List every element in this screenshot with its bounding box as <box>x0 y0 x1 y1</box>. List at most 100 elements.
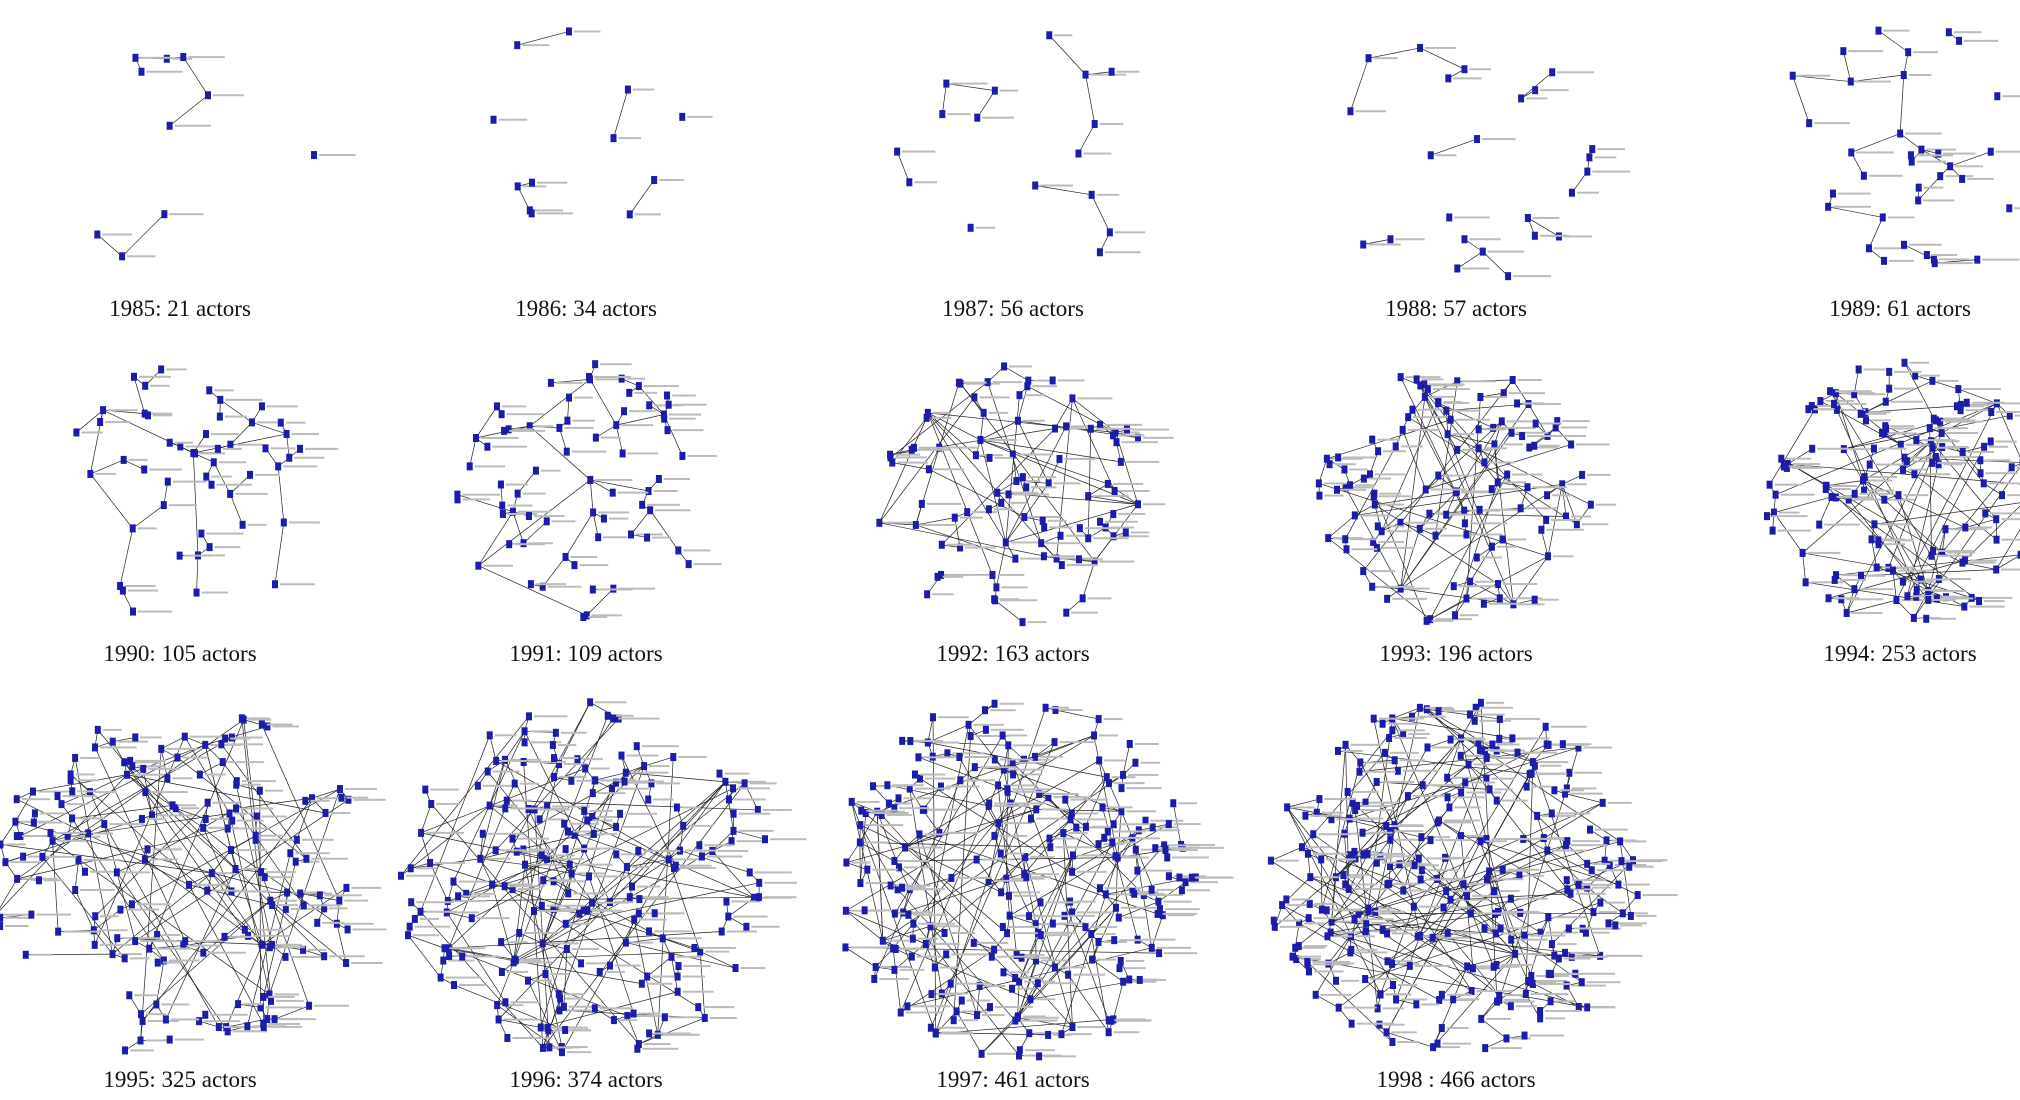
node <box>1938 429 1945 438</box>
edge <box>1035 960 1056 968</box>
node <box>1855 365 1862 374</box>
node-label <box>99 746 137 749</box>
node <box>1148 885 1155 894</box>
edge <box>112 737 136 743</box>
node-label <box>1114 231 1146 234</box>
node <box>427 858 434 867</box>
edge <box>251 422 287 435</box>
node-label <box>618 1019 638 1022</box>
edge <box>506 800 758 811</box>
node-label <box>546 854 575 857</box>
node <box>2006 411 2013 420</box>
node <box>248 418 255 427</box>
node-label <box>21 798 51 801</box>
edge <box>892 462 929 470</box>
node-label <box>1435 839 1472 842</box>
node <box>1373 858 1380 867</box>
node <box>1483 753 1490 762</box>
node-label <box>616 787 650 790</box>
edge <box>1463 883 1541 933</box>
node <box>951 513 958 522</box>
node <box>1095 937 1102 946</box>
node <box>210 458 217 467</box>
node <box>1851 390 1858 399</box>
node <box>568 776 575 785</box>
node <box>633 742 640 751</box>
node-label <box>63 930 100 933</box>
node <box>871 974 878 983</box>
node <box>343 883 350 892</box>
node-label <box>149 858 178 861</box>
node-label <box>131 773 166 776</box>
node <box>1469 964 1476 973</box>
node-label <box>1511 1037 1531 1040</box>
node-label <box>1551 518 1581 521</box>
node-label <box>1096 193 1120 196</box>
edge <box>542 783 745 1049</box>
node <box>1069 394 1076 403</box>
node-label <box>1017 453 1054 456</box>
node-label <box>1471 597 1506 600</box>
node-label <box>533 715 568 718</box>
node <box>1466 710 1473 719</box>
node-label <box>1513 275 1551 278</box>
node <box>1618 857 1625 866</box>
node <box>228 846 235 855</box>
node-label <box>944 831 979 834</box>
node-label <box>1040 959 1068 962</box>
node-label <box>1042 982 1076 985</box>
node <box>1132 845 1139 854</box>
node-label <box>1118 513 1146 516</box>
node-label <box>1482 138 1516 141</box>
node-label <box>279 1018 317 1021</box>
node <box>938 540 945 549</box>
node-label <box>1921 439 1956 442</box>
edge <box>951 859 977 879</box>
node-label <box>1065 534 1094 537</box>
node <box>1544 491 1551 500</box>
node <box>1443 406 1450 415</box>
node <box>1369 582 1376 591</box>
edge <box>586 588 614 616</box>
edge <box>1402 429 1427 490</box>
node-label <box>1570 515 1592 518</box>
node-label <box>5 916 32 919</box>
node-label <box>2001 402 2020 405</box>
node-label <box>1382 525 1405 528</box>
node <box>1953 402 1960 411</box>
node <box>1058 1030 1065 1039</box>
node <box>208 480 215 489</box>
node-label <box>1592 862 1611 865</box>
node-label <box>445 976 482 979</box>
edge <box>1835 393 1864 481</box>
edge <box>247 853 291 1027</box>
node-label <box>1517 379 1542 382</box>
node-label <box>1552 434 1586 437</box>
node-label <box>1995 440 2017 443</box>
node <box>1052 424 1059 433</box>
node <box>1977 456 1984 465</box>
node-label <box>1297 955 1322 958</box>
node <box>848 797 855 806</box>
node <box>1606 860 1613 869</box>
edge <box>728 916 747 928</box>
node <box>1110 510 1117 519</box>
node-label <box>256 421 282 424</box>
node <box>1763 512 1770 521</box>
node <box>1895 491 1902 500</box>
node <box>1554 417 1561 426</box>
node-label <box>1936 554 1973 557</box>
edge <box>987 382 1042 544</box>
edge <box>1419 707 1621 842</box>
node-label <box>1576 955 1608 958</box>
node-label <box>1483 447 1507 450</box>
node-label <box>1465 835 1485 838</box>
node <box>1042 703 1049 712</box>
node-label <box>733 915 768 918</box>
node-label <box>1491 838 1529 841</box>
edge <box>1447 932 1500 996</box>
edge <box>998 809 1037 824</box>
node-label <box>253 934 290 937</box>
node <box>879 936 886 945</box>
node <box>876 518 883 527</box>
